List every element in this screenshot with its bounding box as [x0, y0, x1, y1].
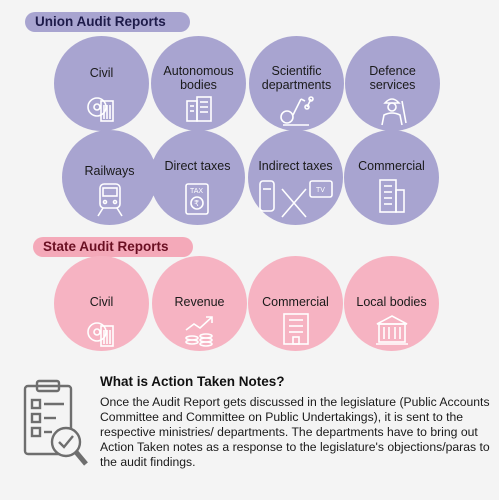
tile-label: Railways	[84, 164, 135, 178]
notes-body: Once the Audit Report gets discussed in …	[100, 395, 490, 469]
state-civil-tile: Civil	[54, 256, 149, 351]
union-autonomous-bodies-tile: Autonomous bodies	[151, 36, 246, 131]
tile-label: Revenue	[174, 295, 225, 309]
tile-label: Civil	[89, 66, 114, 80]
tile-label: Defence services	[369, 64, 416, 92]
svg-text:₹: ₹	[194, 199, 199, 208]
tower-building-icon	[377, 178, 407, 214]
office-building-icon	[281, 312, 311, 346]
soldier-icon	[376, 93, 410, 127]
gear-building-icon	[85, 91, 119, 123]
svg-text:TAX: TAX	[190, 188, 203, 195]
union-indirect-taxes-tile: Indirect taxes TV	[248, 130, 343, 225]
tax-document-icon: TAX ₹	[182, 182, 214, 216]
tile-label: Civil	[89, 295, 114, 309]
state-audit-heading: State Audit Reports	[33, 237, 193, 257]
union-railways-tile: Railways	[62, 130, 157, 225]
tile-label: Indirect taxes	[258, 159, 333, 173]
office-building-icon	[184, 95, 214, 123]
state-revenue-tile: Revenue	[152, 256, 247, 351]
train-icon	[95, 182, 125, 218]
notes-title: What is Action Taken Notes?	[100, 374, 285, 389]
tile-label: Direct taxes	[164, 159, 231, 173]
coins-growth-icon	[182, 314, 218, 348]
state-commercial-tile: Commercial	[248, 256, 343, 351]
union-direct-taxes-tile: Direct taxes TAX ₹	[150, 130, 245, 225]
microscope-icon	[279, 93, 315, 127]
goods-tv-icon: TV	[256, 177, 336, 221]
tile-label: Autonomous bodies	[163, 64, 234, 92]
tile-label: Scientific departments	[261, 64, 332, 92]
union-defence-services-tile: Defence services	[345, 36, 440, 131]
union-audit-heading: Union Audit Reports	[25, 12, 190, 32]
tile-label: Local bodies	[356, 295, 427, 309]
state-local-bodies-tile: Local bodies	[344, 256, 439, 351]
checklist-magnifier-icon	[22, 378, 90, 472]
tile-label: Commercial	[262, 295, 329, 309]
municipal-building-icon	[373, 312, 411, 346]
union-commercial-tile: Commercial	[344, 130, 439, 225]
tile-label: Commercial	[358, 159, 425, 173]
gear-building-icon	[85, 316, 119, 348]
union-civil-tile: Civil	[54, 36, 149, 131]
svg-text:TV: TV	[316, 187, 325, 194]
union-scientific-departments-tile: Scientific departments	[249, 36, 344, 131]
